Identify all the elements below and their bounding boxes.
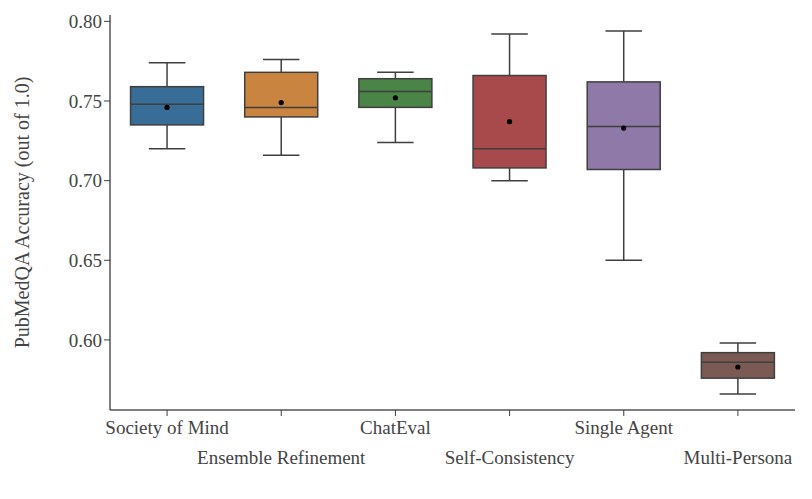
svg-text:Self-Consistency: Self-Consistency xyxy=(445,447,575,468)
svg-text:0.80: 0.80 xyxy=(69,11,102,32)
svg-text:Society of Mind: Society of Mind xyxy=(105,417,229,438)
svg-text:0.65: 0.65 xyxy=(69,250,102,271)
svg-text:0.60: 0.60 xyxy=(69,330,102,351)
svg-text:0.70: 0.70 xyxy=(69,170,102,191)
svg-text:0.75: 0.75 xyxy=(69,91,102,112)
svg-text:PubMedQA Accuracy (out of 1.0): PubMedQA Accuracy (out of 1.0) xyxy=(11,77,34,349)
svg-text:Multi-Persona: Multi-Persona xyxy=(684,447,793,468)
svg-text:ChatEval: ChatEval xyxy=(360,417,431,438)
svg-text:Single Agent: Single Agent xyxy=(574,417,673,438)
svg-text:Ensemble Refinement: Ensemble Refinement xyxy=(197,447,366,468)
